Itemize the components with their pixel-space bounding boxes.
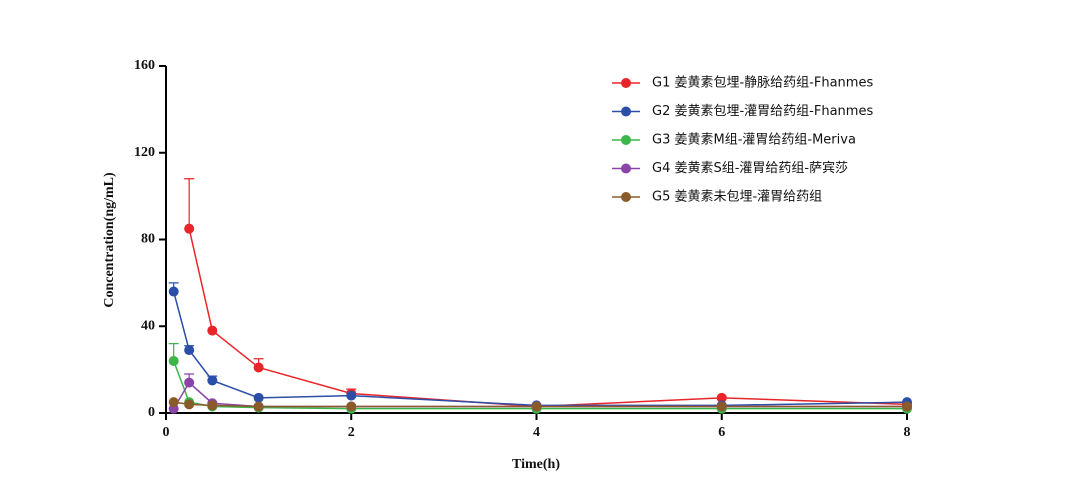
legend-marker <box>621 78 631 88</box>
data-point <box>902 401 912 412</box>
y-tick-label: 160 <box>134 58 155 73</box>
data-point <box>168 355 179 366</box>
data-point <box>346 390 357 401</box>
data-point <box>716 392 727 403</box>
legend-label: G1 姜黄素包埋-静脉给药组-Fhanmes <box>652 76 873 91</box>
data-point <box>253 392 264 403</box>
y-tick-label: 40 <box>141 318 155 333</box>
data-point <box>184 345 195 356</box>
x-tick-label: 2 <box>348 425 355 440</box>
x-axis-label: Time(h) <box>512 457 560 472</box>
data-point <box>253 401 264 412</box>
legend-marker <box>621 106 631 117</box>
data-point <box>168 286 179 297</box>
data-point <box>346 401 357 412</box>
legend-marker <box>621 192 631 202</box>
data-point <box>168 397 179 408</box>
data-point <box>531 401 542 412</box>
legend-marker <box>621 135 631 145</box>
y-axis-label: Concentration(ng/mL) <box>102 172 117 308</box>
x-tick-label: 0 <box>163 425 170 440</box>
data-point <box>184 377 195 388</box>
x-tick-label: 6 <box>718 425 725 440</box>
data-point <box>207 325 218 336</box>
x-tick-label: 4 <box>533 425 540 440</box>
y-tick-label: 0 <box>148 405 155 420</box>
legend-label: G4 姜黄素S组-灌胃给药组-萨宾莎 <box>652 160 848 176</box>
data-point <box>184 223 195 234</box>
data-point <box>184 399 195 410</box>
y-tick-label: 120 <box>134 145 155 160</box>
legend-label: G5 姜黄素未包埋-灌胃给药组 <box>652 190 822 205</box>
legend-label: G3 姜黄素M组-灌胃给药组-Meriva <box>652 133 856 148</box>
data-point <box>207 400 218 411</box>
error-bar <box>184 178 195 229</box>
series-line <box>172 360 907 410</box>
legend-label: G2 姜黄素包埋-灌胃给药组-Fhanmes <box>652 104 873 119</box>
data-point <box>716 401 727 412</box>
data-point <box>253 362 264 373</box>
legend-marker <box>621 163 631 174</box>
series-line <box>188 228 908 408</box>
y-tick-label: 80 <box>141 232 155 247</box>
x-tick-label: 8 <box>904 425 911 440</box>
series-line <box>172 291 908 407</box>
data-point <box>207 375 218 386</box>
